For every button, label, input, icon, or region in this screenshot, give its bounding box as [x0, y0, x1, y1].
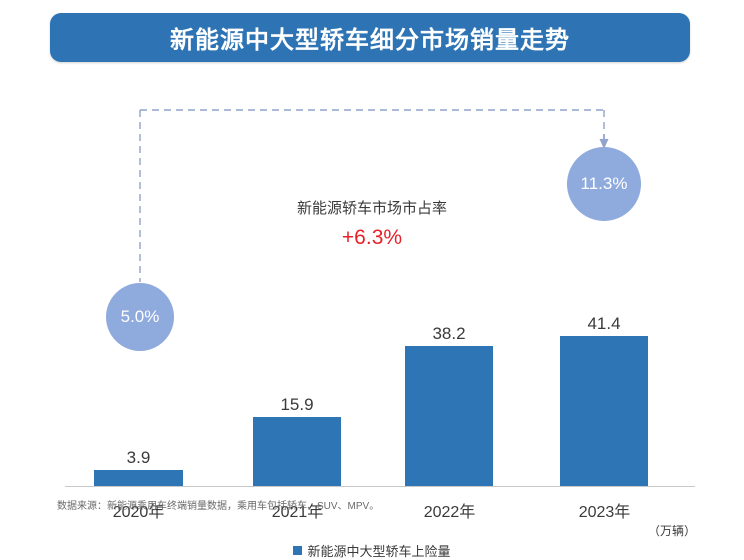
bar-2023[interactable] — [560, 336, 648, 486]
bar-2020[interactable] — [94, 470, 183, 486]
bar-value-2021: 15.9 — [280, 395, 314, 414]
chart-plot-area: 新能源轿车市场市占率 +6.3% 3.9 15.9 38.2 41.4 5.0%… — [0, 70, 744, 559]
chart-legend: 新能源中大型轿车上险量 — [0, 541, 744, 560]
down-arrow-icon — [599, 134, 609, 149]
x-axis-line — [65, 486, 695, 487]
share-bubble-2023[interactable]: 11.3% — [567, 147, 641, 221]
x-axis-label-2020: 2020年 — [112, 504, 165, 521]
axis-unit-label: （万辆） — [647, 524, 696, 538]
title-banner: 新能源中大型轿车细分市场销量走势 — [50, 13, 690, 62]
legend-swatch-icon — [293, 546, 303, 555]
source-footnote: 数据来源：新能源乘用车终端销量数据，乘用车包括轿车、SUV、MPV。 — [57, 501, 380, 512]
annotation-value: +6.3% — [341, 226, 403, 249]
bar-value-2020: 3.9 — [126, 448, 151, 467]
page-title: 新能源中大型轿车细分市场销量走势 — [170, 27, 570, 54]
legend-series-label: 新能源中大型轿车上险量 — [307, 544, 451, 559]
x-axis-label-2021: 2021年 — [271, 504, 324, 521]
bar-2021[interactable] — [253, 417, 341, 486]
bar-value-2023: 41.4 — [587, 314, 621, 333]
annotation-label: 新能源轿车市场市占率 — [296, 200, 447, 217]
bar-2022[interactable] — [405, 346, 493, 486]
x-axis-label-2023: 2023年 — [578, 504, 631, 521]
x-axis-label-2022: 2022年 — [423, 504, 476, 521]
share-bubble-2020[interactable]: 5.0% — [106, 283, 174, 351]
annotation-bracket-svg — [139, 109, 609, 282]
bar-value-2022: 38.2 — [432, 324, 466, 343]
